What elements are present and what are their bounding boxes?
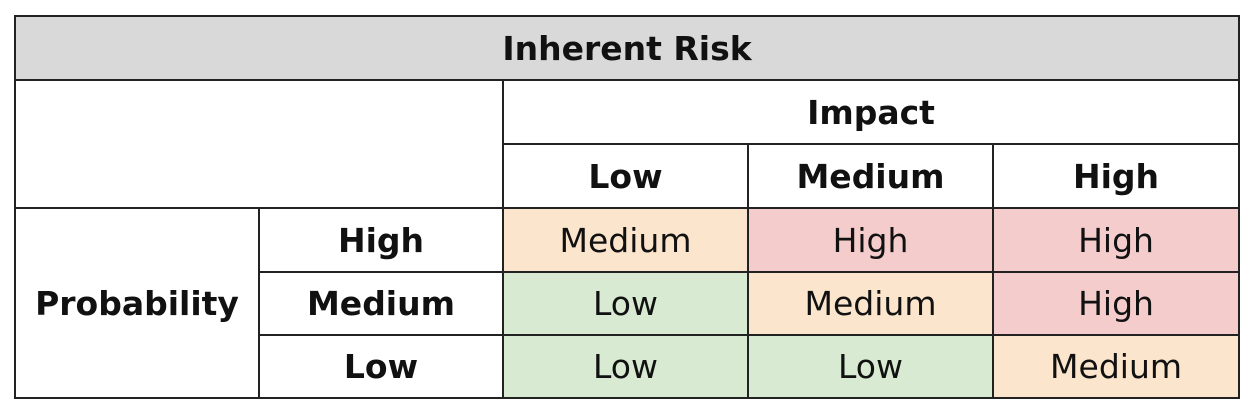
risk-cell: High xyxy=(747,207,994,273)
risk-cell: Low xyxy=(502,333,749,400)
title-row: Inherent Risk xyxy=(13,14,1241,82)
corner-blank-cell xyxy=(14,79,504,210)
risk-cell: High xyxy=(991,207,1241,273)
impact-levels-row: Low Medium High xyxy=(15,143,1241,210)
probability-row-high: Probability High Medium High High xyxy=(14,207,1241,399)
probability-level-high: High xyxy=(258,207,504,273)
probability-row-low: Low Low Low Medium xyxy=(15,333,1241,400)
impact-level-high: High xyxy=(991,143,1241,210)
matrix-title: Inherent Risk xyxy=(13,14,1241,82)
risk-cell: Low xyxy=(502,270,749,336)
probability-row-medium: Medium Low Medium High xyxy=(15,270,1241,336)
impact-level-medium: Medium xyxy=(747,143,994,210)
probability-header: Probability xyxy=(14,207,260,399)
probability-level-low: Low xyxy=(258,333,504,400)
risk-matrix: Inherent Risk Impact Low Medium High Pro… xyxy=(13,14,1241,400)
impact-level-low: Low xyxy=(502,143,749,210)
risk-cell: Medium xyxy=(502,207,749,273)
risk-cell: Low xyxy=(747,333,994,400)
risk-cell: Medium xyxy=(991,333,1241,400)
probability-level-medium: Medium xyxy=(258,270,504,336)
risk-cell: Medium xyxy=(747,270,994,336)
impact-header: Impact xyxy=(501,79,1241,146)
impact-header-row: Impact xyxy=(14,79,1241,210)
risk-cell: High xyxy=(991,270,1241,336)
